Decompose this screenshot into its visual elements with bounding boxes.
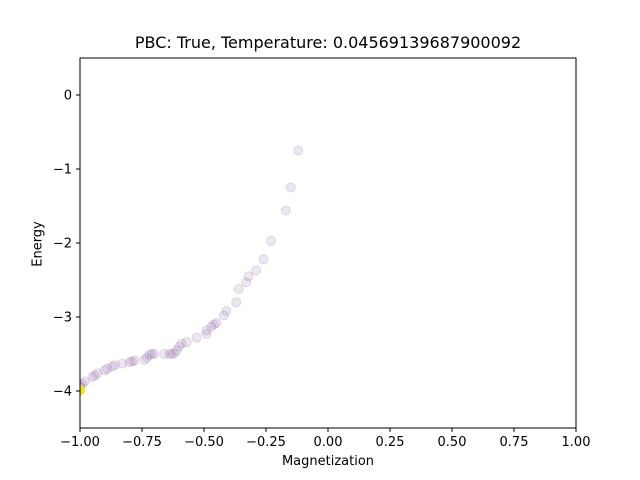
data-point — [181, 337, 192, 348]
data-point — [233, 283, 244, 294]
data-point — [159, 349, 170, 359]
data-point — [241, 277, 252, 288]
data-point — [127, 356, 138, 367]
data-point — [109, 360, 120, 371]
x-tick-label: −0.25 — [246, 435, 286, 450]
data-point — [206, 321, 217, 332]
x-tick-label: 0.50 — [438, 435, 467, 450]
data-point — [231, 297, 242, 308]
data-point — [293, 145, 304, 156]
data-point — [191, 332, 202, 343]
data-point — [201, 329, 212, 340]
axes: −1.00 −0.75 −0.50 −0.25 0.00 0.25 0.50 0.75 1.00… — [53, 57, 591, 450]
data-point — [117, 358, 128, 369]
data-point — [285, 182, 296, 193]
data-point — [265, 235, 276, 246]
x-axis-label: Magnetization — [281, 454, 375, 469]
data-point — [221, 306, 232, 317]
data-point — [92, 368, 103, 379]
data-point — [280, 205, 291, 216]
data-point — [251, 265, 262, 276]
data-point — [208, 319, 219, 330]
chart-title: PBC: True, Temperature: 0.04569139687900… — [134, 33, 522, 52]
data-point — [211, 317, 222, 328]
y-tick-label: −1 — [53, 163, 72, 178]
data-point — [166, 349, 177, 359]
x-tick-label: −0.75 — [122, 435, 162, 450]
data-points — [80, 145, 304, 396]
data-point — [146, 349, 157, 359]
x-tick-label: 0.75 — [500, 435, 529, 450]
data-point — [149, 349, 160, 359]
plot-frame — [79, 57, 577, 429]
data-point — [144, 349, 155, 360]
data-point — [129, 355, 140, 366]
data-point — [243, 271, 254, 282]
data-point — [124, 357, 135, 368]
data-point — [89, 370, 100, 381]
data-point — [141, 352, 152, 363]
data-point — [169, 348, 180, 359]
x-tick-label: 1.00 — [562, 435, 591, 450]
data-point — [176, 338, 187, 349]
y-tick-label: −2 — [53, 237, 72, 252]
data-point — [87, 371, 98, 382]
data-point — [218, 310, 229, 321]
data-point — [171, 345, 182, 356]
y-tick-label: −4 — [53, 385, 72, 400]
data-point — [201, 325, 212, 336]
x-tick-label: 0.00 — [314, 435, 343, 450]
data-point — [99, 365, 110, 376]
y-axis-label: Energy — [30, 221, 46, 267]
highlight-data-point — [80, 385, 85, 396]
x-tick-label: −1.00 — [60, 435, 100, 450]
data-point — [107, 361, 118, 372]
y-tick-label: 0 — [64, 89, 72, 104]
data-point — [174, 341, 185, 352]
data-point — [139, 354, 150, 365]
x-tick-label: −0.50 — [184, 435, 224, 450]
x-tick-label: 0.25 — [376, 435, 405, 450]
y-tick-label: −3 — [53, 311, 72, 326]
data-point — [258, 254, 269, 265]
data-point — [102, 363, 113, 374]
data-point — [164, 349, 175, 359]
